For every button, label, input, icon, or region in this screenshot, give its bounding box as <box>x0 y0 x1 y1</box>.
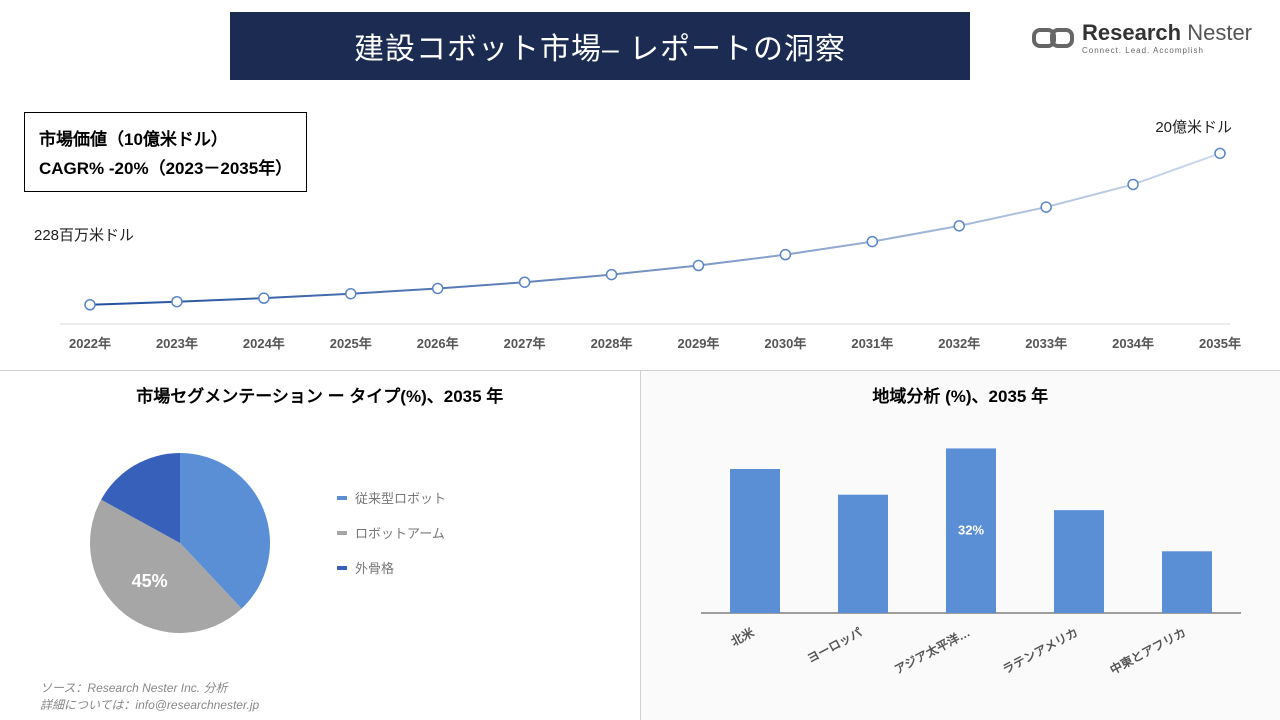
market-value-label: 市場価値（10億米ドル） <box>39 125 292 150</box>
svg-text:ラテンアメリカ: ラテンアメリカ <box>1000 625 1080 677</box>
logo-brand: Research Nester <box>1082 20 1252 46</box>
line-start-value: 228百万米ドル <box>34 224 134 245</box>
svg-text:2035年: 2035年 <box>1199 336 1241 351</box>
svg-text:2023年: 2023年 <box>156 336 198 351</box>
region-panel: 地域分析 (%)、2035 年 北米 ヨーロッパ 32% アジア太平洋… ラテンアメリカ… <box>641 370 1280 720</box>
svg-text:2031年: 2031年 <box>851 336 893 351</box>
footer-source: ソース：Research Nester Inc. 分析 <box>40 680 259 697</box>
legend-item: 外骨格 <box>337 558 587 577</box>
market-info-box: 市場価値（10億米ドル） CAGR% -20%（2023－2035年） <box>24 112 307 192</box>
svg-text:2025年: 2025年 <box>330 336 372 351</box>
svg-text:2030年: 2030年 <box>764 336 806 351</box>
svg-text:45%: 45% <box>132 571 168 591</box>
svg-text:2027年: 2027年 <box>504 336 546 351</box>
line-end-value: 20億米ドル <box>1155 116 1232 137</box>
svg-text:北米: 北米 <box>728 624 757 649</box>
report-title: 建設コボット市場– レポートの洞察 <box>230 12 970 80</box>
bar-chart: 北米 ヨーロッパ 32% アジア太平洋… ラテンアメリカ中東とアフリカ <box>681 423 1261 683</box>
footer-contact: 詳細については：info@researchnester.jp <box>40 697 259 714</box>
chain-link-icon <box>1032 24 1074 52</box>
legend-item: ロボットアーム <box>337 523 587 542</box>
pie-legend: 従来型ロボットロボットアーム外骨格 <box>320 461 604 604</box>
svg-text:32%: 32% <box>957 523 983 538</box>
pie-chart: 45% <box>80 443 280 648</box>
svg-text:2032年: 2032年 <box>938 336 980 351</box>
segmentation-panel: 市場セグメンテーション ー タイプ(%)、2035 年 45% 従来型ロボットロ… <box>0 370 641 720</box>
logo: Research Nester Connect. Lead. Accomplis… <box>1032 20 1252 55</box>
pie-title: 市場セグメンテーション ー タイプ(%)、2035 年 <box>0 383 640 410</box>
svg-text:2026年: 2026年 <box>417 336 459 351</box>
legend-item: 従来型ロボット <box>337 488 587 507</box>
svg-text:アジア太平洋…: アジア太平洋… <box>891 624 972 676</box>
svg-text:中東とアフリカ: 中東とアフリカ <box>1107 624 1188 677</box>
svg-text:2022年: 2022年 <box>69 336 111 351</box>
svg-text:2028年: 2028年 <box>591 336 633 351</box>
cagr-label: CAGR% -20%（2023－2035年） <box>39 154 292 179</box>
svg-text:2024年: 2024年 <box>243 336 285 351</box>
svg-text:ヨーロッパ: ヨーロッパ <box>804 625 864 666</box>
logo-tagline: Connect. Lead. Accomplish <box>1082 46 1252 55</box>
svg-text:2034年: 2034年 <box>1112 336 1154 351</box>
svg-text:2029年: 2029年 <box>678 336 720 351</box>
bar-title: 地域分析 (%)、2035 年 <box>641 383 1280 410</box>
svg-text:2033年: 2033年 <box>1025 336 1067 351</box>
